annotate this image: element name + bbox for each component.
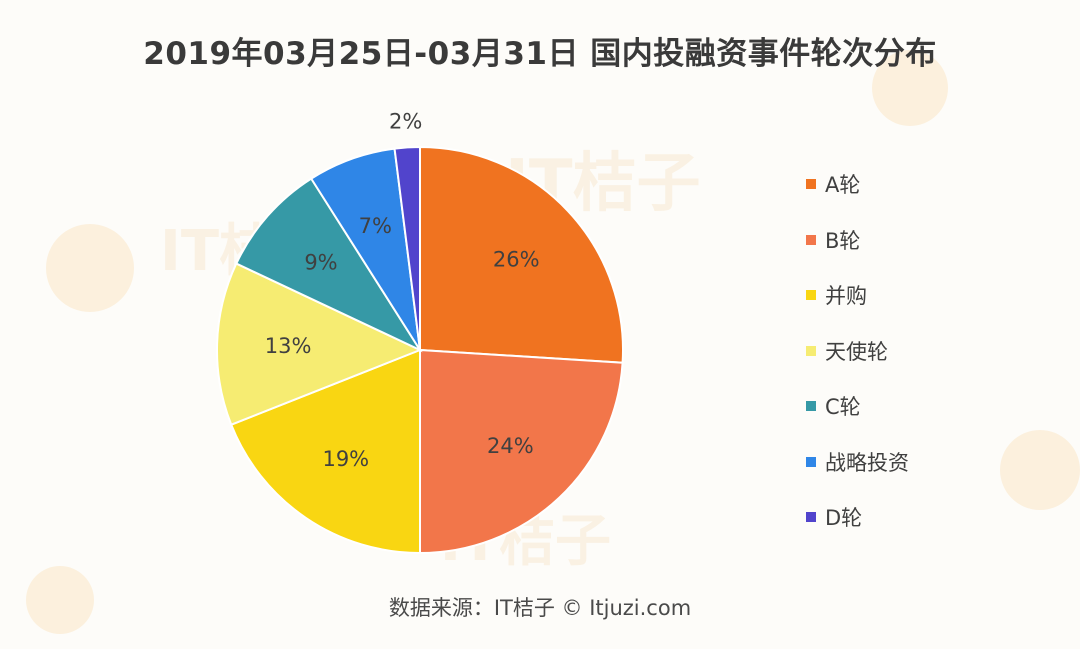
pie-slice-4: [216, 262, 423, 427]
legend-label: B轮: [825, 228, 861, 253]
source-note: 数据来源：IT桔子 © Itjuzi.com: [388, 596, 692, 620]
legend-label: 并购: [825, 284, 867, 308]
legend-item-3: 并购: [806, 277, 1046, 313]
legend: A轮 B轮并购天使轮 C轮战略投资 D轮: [806, 166, 1046, 555]
pie-slice-2: [419, 348, 624, 555]
pie-slice-label-7: 2%: [389, 109, 422, 133]
legend-swatch: [806, 456, 816, 467]
legend-item-1: A轮: [806, 166, 1046, 202]
pie-slice-1: [419, 145, 624, 364]
pie-slice-label-3: 19%: [322, 447, 369, 471]
pie-slice-label-2: 24%: [487, 434, 534, 458]
legend-item-7: D轮: [806, 499, 1046, 535]
legend-label: D轮: [825, 506, 863, 530]
chart-title: 2019年03月25日-03月31日 国内投融资事件轮次分布: [143, 36, 937, 72]
legend-label: C轮: [825, 395, 861, 419]
legend-swatch: [806, 234, 816, 245]
pie-slice-7: [393, 145, 421, 351]
legend-item-6: 战略投资: [806, 444, 1046, 480]
pie-slice-label-6: 7%: [359, 214, 392, 238]
legend-swatch: [806, 512, 816, 522]
pie-slice-label-5: 9%: [304, 251, 337, 275]
legend-label: A轮: [825, 173, 861, 197]
legend-label: 天使轮: [825, 339, 888, 364]
legend-item-2: B轮: [806, 222, 1046, 258]
legend-swatch: [806, 345, 816, 356]
legend-item-5: C轮: [806, 388, 1046, 424]
legend-swatch: [806, 401, 816, 411]
pie-slices: [216, 145, 624, 555]
pie-slice-3: [229, 348, 421, 555]
legend-swatch: [806, 290, 816, 300]
pie-slice-label-4: 13%: [265, 334, 312, 358]
pie-labels: 26% 24% 19% 13% 9% 7% 2%: [265, 109, 540, 471]
pie-slice-label-1: 26%: [493, 248, 540, 272]
legend-label: 战略投资: [825, 450, 909, 475]
legend-swatch: [806, 179, 816, 189]
pie-slice-5: [234, 177, 423, 353]
legend-item-4: 天使轮: [806, 333, 1046, 369]
